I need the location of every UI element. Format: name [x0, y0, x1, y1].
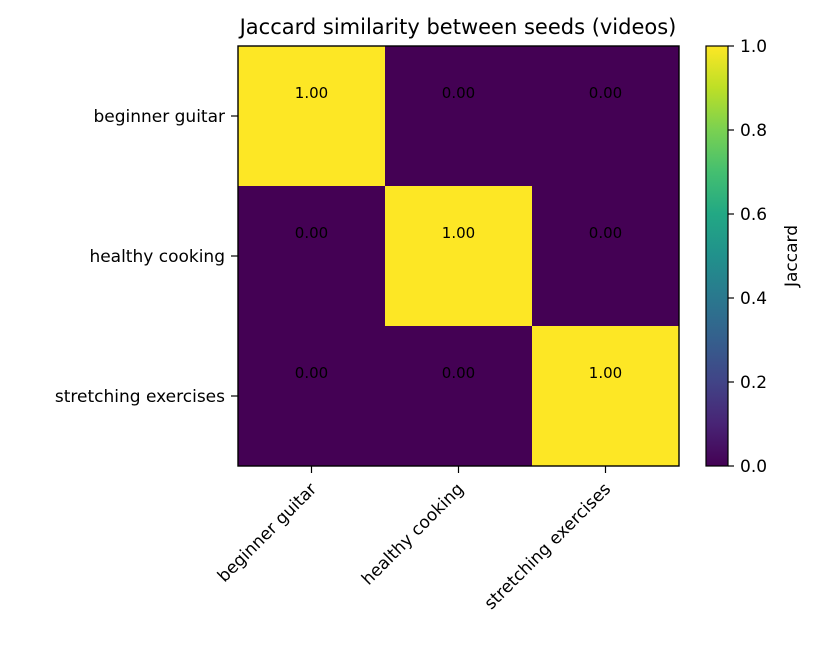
- heatmap-cell-1-1: [385, 186, 533, 327]
- cell-value-label-2-1: 0.00: [442, 364, 475, 382]
- cell-value-label-1-0: 0.00: [295, 224, 328, 242]
- heatmap-cell-2-2: [532, 326, 680, 467]
- colorbar-gradient: [706, 46, 728, 466]
- cell-value-label-0-2: 0.00: [589, 84, 622, 102]
- colorbar-frame: [705, 45, 729, 467]
- heatmap-cell-0-0: [238, 46, 386, 187]
- cell-value-label-1-2: 0.00: [589, 224, 622, 242]
- colorbar-tick-label-4: 0.8: [740, 121, 767, 141]
- cell-value-label-0-1: 0.00: [442, 84, 475, 102]
- cell-value-label-0-0: 1.00: [295, 84, 328, 102]
- y-tick-label-1: healthy cooking: [89, 247, 225, 267]
- y-tick-label-2: stretching exercises: [55, 387, 225, 407]
- x-tick-label-1: healthy cooking: [358, 479, 468, 589]
- heatmap-cell-1-0: [238, 186, 386, 327]
- colorbar-label: Jaccard: [782, 225, 802, 288]
- heatmap-cell-0-2: [532, 46, 680, 187]
- heatmap-cells: [238, 46, 680, 467]
- colorbar-tick-label-3: 0.6: [740, 205, 767, 225]
- heatmap-cell-2-1: [385, 326, 533, 467]
- heatmap-cell-labels: 1.00 0.00 0.00 0.00 1.00 0.00 0.00 0.00 1.00: [295, 84, 622, 382]
- x-tick-label-0: beginner guitar: [214, 479, 321, 586]
- x-axis-ticks: beginner guitar healthy cooking stretching…: [214, 466, 615, 614]
- colorbar-tick-label-1: 0.2: [740, 373, 767, 393]
- colorbar-tick-label-5: 1.0: [740, 37, 767, 57]
- colorbar-ticks: 0.0 0.2 0.4 0.6 0.8 1.0: [728, 37, 767, 477]
- y-axis-ticks: beginner guitar healthy cooking stretching…: [55, 107, 238, 407]
- cell-value-label-1-1: 1.00: [442, 224, 475, 242]
- cell-value-label-2-0: 0.00: [295, 364, 328, 382]
- x-tick-label-2: stretching exercises: [481, 479, 616, 614]
- heatmap-cell-0-1: [385, 46, 533, 187]
- heatmap-cell-2-0: [238, 326, 386, 467]
- colorbar: 0.0 0.2 0.4 0.6 0.8 1.0 Jaccard: [705, 37, 802, 477]
- colorbar-tick-label-0: 0.0: [740, 457, 767, 477]
- heatmap-cell-1-2: [532, 186, 680, 327]
- chart-title: Jaccard similarity between seeds (videos…: [238, 15, 677, 39]
- y-tick-label-0: beginner guitar: [93, 107, 225, 127]
- cell-value-label-2-2: 1.00: [589, 364, 622, 382]
- colorbar-tick-label-2: 0.4: [740, 289, 767, 309]
